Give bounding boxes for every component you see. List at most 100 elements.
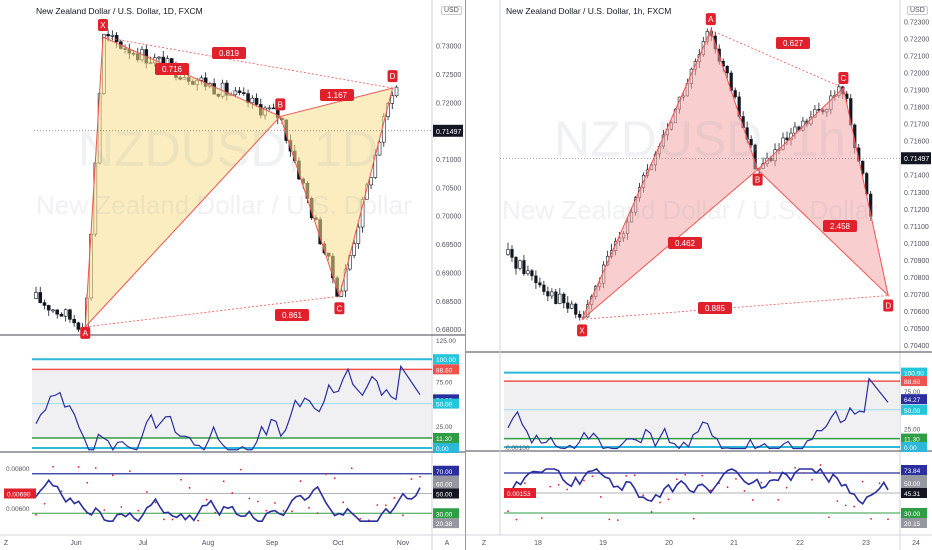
indicator2-level-tag (433, 465, 459, 476)
x-tick-label: 18 (534, 540, 542, 547)
y-tick-label: 0.71300 (904, 190, 929, 197)
candle (570, 303, 574, 309)
indicator2-dot (836, 500, 839, 503)
indicator2-dot (214, 511, 217, 514)
watermark-name: New Zealand Dollar / U.S. Dollar (36, 190, 412, 220)
pattern-point-label-bg (883, 299, 894, 312)
indicator1-tick: 75.00 (436, 379, 453, 386)
watermark-symbol: NZDUSD, 1D (78, 121, 379, 177)
candle (578, 314, 582, 318)
indicator2-dot (393, 497, 396, 499)
x-tick-label: Z (482, 540, 487, 547)
last-price-label: 0.71497 (904, 156, 929, 163)
indicator2-dot (137, 509, 140, 512)
indicator2-dot (794, 466, 797, 469)
y-tick-label: 0.70700 (904, 292, 929, 299)
candle (242, 92, 246, 94)
indicator2-dot (325, 473, 328, 475)
indicator2-dot (608, 518, 611, 521)
candle (254, 97, 259, 105)
candle (38, 292, 43, 303)
x-tick-label: 19 (599, 540, 607, 547)
y-tick-label: 0.69000 (436, 270, 461, 277)
indicator2-dot (861, 480, 864, 483)
indicator1-level-label: 0.00 (436, 446, 449, 453)
indicator1-level-tag (433, 364, 459, 375)
candle (114, 35, 119, 43)
candle (542, 284, 546, 292)
y-tick-label: 0.70800 (904, 275, 929, 282)
y-tick-label: 0.70600 (904, 309, 929, 316)
indicator2-dot (342, 501, 345, 504)
candle (550, 291, 554, 297)
pattern-ratio-label: 0.627 (783, 39, 804, 48)
candle (72, 319, 76, 324)
indicator2-dot (667, 498, 670, 501)
indicator2-level-tag (901, 508, 927, 518)
indicator2-dot (616, 519, 619, 521)
indicator2-level-label: 20.38 (436, 521, 453, 528)
currency-label[interactable]: USD (441, 6, 462, 15)
last-price-tag (901, 152, 931, 165)
y-tick-label: 0.71000 (904, 241, 929, 248)
pattern-point-label-bg (334, 302, 345, 315)
pattern-point-label: A (708, 15, 714, 24)
indicator2-level-label: 73.84 (904, 468, 921, 475)
indicator2-dot (768, 470, 771, 473)
indicator2-dot (777, 498, 780, 501)
pattern-ratio-label-bg (823, 220, 857, 232)
chart-panel-hourly: 0.72300 0.72200 0.72100 0.72000 0.71900 0.718… (466, 0, 932, 550)
indicator2-dot (557, 483, 560, 486)
y-tick-label: 0.72000 (436, 100, 461, 107)
candle (59, 313, 64, 317)
indicator2-level-tag (433, 518, 459, 529)
x-tick-label: Oct (333, 540, 344, 547)
indicator2-dot (650, 511, 653, 513)
indicator2-dot (282, 510, 285, 512)
y-tick-label: 0.71200 (904, 207, 929, 214)
indicator2-dot (540, 517, 543, 519)
y-tick-label: 0.71100 (904, 224, 929, 231)
y-tick-label: 0.70500 (904, 326, 929, 333)
indicator2-dot (376, 504, 379, 506)
pattern-point-label: C (336, 304, 342, 313)
indicator1-level-tag (433, 354, 459, 365)
candle (534, 275, 538, 284)
chart-title: New Zealand Dollar / U.S. Dollar, 1D, FX… (36, 6, 203, 16)
indicator2-tick: 0.00800 (6, 466, 30, 473)
indicator2-dot (523, 482, 526, 485)
daily-chart-svg: 0.730000.725000.720000.715000.710000.705… (0, 0, 466, 550)
pattern-ratio-label-bg (776, 37, 810, 49)
chart-panel-daily: 0.730000.725000.720000.715000.710000.705… (0, 0, 466, 550)
y-tick-label: 0.71400 (904, 173, 929, 180)
indicator2-dot (120, 506, 123, 508)
candle (34, 292, 38, 299)
indicator2-level-label: 45.31 (904, 491, 921, 498)
indicator2-level-label: 30.00 (436, 511, 453, 518)
currency-label[interactable]: USD (907, 6, 928, 15)
indicator2-level-tag (901, 518, 927, 528)
pattern-point-label-bg (80, 326, 91, 339)
indicator2-level-tag (433, 488, 459, 499)
indicator2-dot (735, 477, 737, 480)
y-tick-label: 0.72200 (904, 37, 929, 44)
y-tick-label: 0.72300 (904, 20, 929, 27)
indicator1-level-tag (901, 367, 927, 378)
candle (68, 309, 72, 320)
indicator2-dot (819, 464, 822, 466)
y-tick-label: 0.70500 (436, 185, 461, 192)
candle (110, 35, 115, 37)
candle (522, 260, 526, 275)
indicator2-dot (402, 514, 404, 517)
candle (793, 126, 797, 134)
indicator2-dot (692, 517, 695, 520)
pattern-bcd-fill (756, 86, 890, 298)
pattern-ratio-label: 1.167 (327, 91, 348, 100)
candle (785, 137, 789, 141)
indicator2-dot (743, 490, 746, 492)
indicator2-level-tag (901, 488, 927, 498)
x-tick-label: Nov (397, 540, 410, 547)
indicator2-last-tag (4, 488, 36, 499)
y-tick-label: 0.70900 (904, 258, 929, 265)
indicator2-dot (248, 497, 251, 500)
